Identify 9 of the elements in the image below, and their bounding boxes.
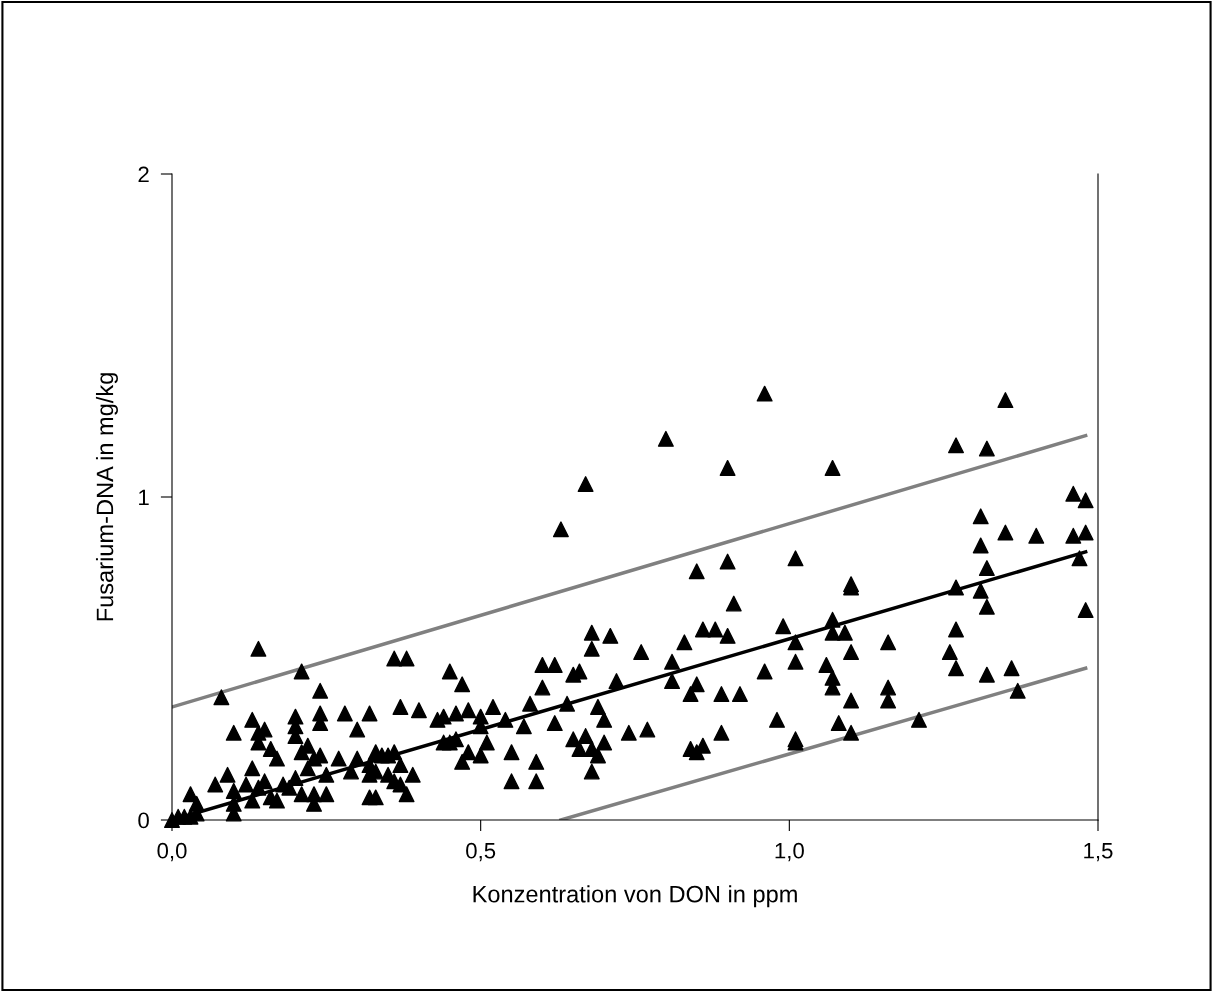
x-tick-label: 0,5 xyxy=(466,842,496,862)
y-tick-label: 2 xyxy=(138,166,149,183)
y-tick-label: 0 xyxy=(138,812,149,829)
x-tick-label: 1,5 xyxy=(1084,843,1113,862)
x-axis-title: Konzentration von DON in ppm xyxy=(473,885,797,908)
x-tick-label: 1,0 xyxy=(775,842,804,862)
y-axis-title: Fusarium-DNA in mg/kg xyxy=(95,373,118,621)
y-tick-label: 1 xyxy=(139,489,149,506)
x-tick-label: 0,0 xyxy=(157,842,187,862)
